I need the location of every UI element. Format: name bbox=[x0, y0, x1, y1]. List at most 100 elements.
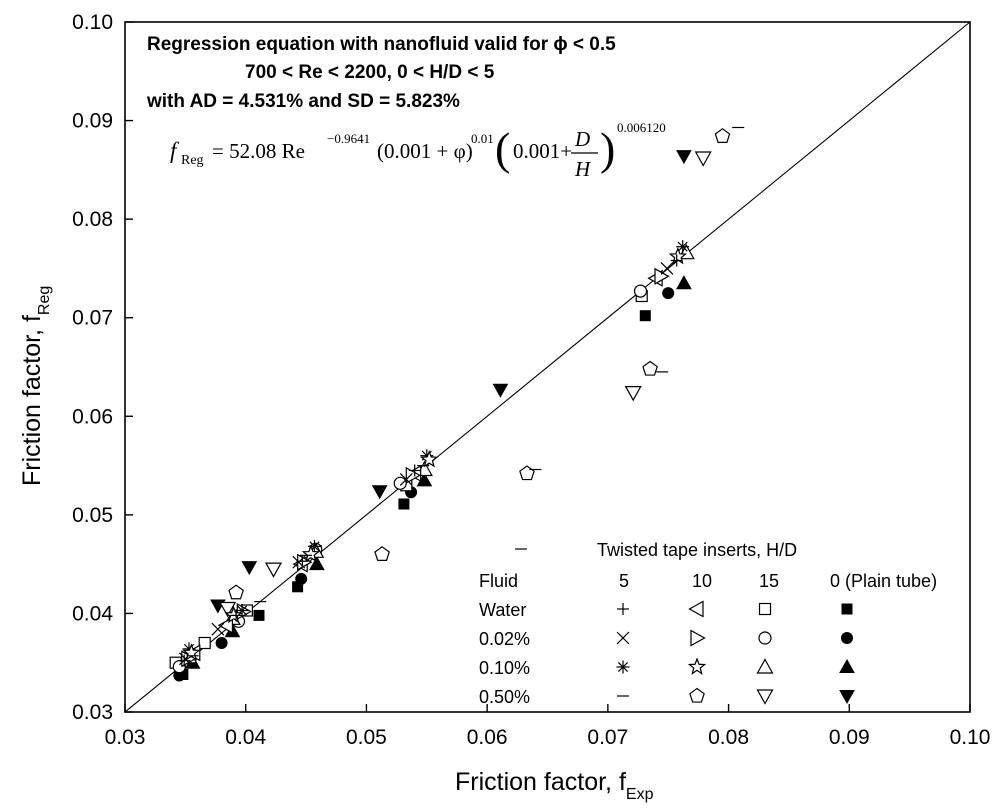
svg-text:0.001+: 0.001+ bbox=[513, 139, 572, 163]
x-tick-label: 0.08 bbox=[708, 726, 749, 749]
marker-cross bbox=[211, 622, 225, 636]
y-tick-label: 0.03 bbox=[72, 701, 113, 724]
marker-pentagon-open bbox=[714, 128, 731, 143]
annotation-line-3: with AD = 4.531% and SD = 5.823% bbox=[146, 91, 460, 112]
marker-triangle-down-open bbox=[756, 689, 774, 705]
legend-row-002: 0.02% bbox=[479, 629, 530, 649]
annotation-line-1: Regression equation with nanofluid valid… bbox=[147, 34, 616, 55]
marker-triangle-right-open bbox=[405, 466, 422, 484]
x-axis-title: Friction factor, fExp bbox=[455, 768, 654, 803]
marker-triangle-up-filled bbox=[839, 658, 855, 673]
data-points bbox=[169, 126, 745, 682]
svg-text:0.01: 0.01 bbox=[471, 131, 494, 146]
marker-star-open bbox=[687, 657, 707, 675]
x-axis-ticks: 0.03 0.04 0.05 0.06 0.07 0.08 0.09 0.10 bbox=[105, 704, 991, 749]
marker-square-open bbox=[198, 636, 211, 650]
legend: Twisted tape inserts, H/D Fluid 5 10 15 … bbox=[479, 540, 937, 707]
x-tick-label: 0.04 bbox=[225, 726, 266, 749]
legend-title: Twisted tape inserts, H/D bbox=[597, 540, 797, 560]
x-tick-label: 0.06 bbox=[467, 726, 508, 749]
x-tick-label: 0.03 bbox=[105, 726, 146, 749]
marker-square-filled bbox=[253, 609, 265, 621]
marker-plus bbox=[408, 464, 421, 477]
svg-text:0.006120: 0.006120 bbox=[617, 120, 666, 135]
x-tick-label: 0.07 bbox=[587, 726, 628, 749]
marker-triangle-up-open bbox=[756, 658, 774, 674]
svg-text:H: H bbox=[574, 157, 592, 181]
svg-text:D: D bbox=[574, 127, 590, 151]
marker-triangle-down-filled bbox=[676, 150, 692, 165]
y-tick-label: 0.04 bbox=[72, 602, 113, 625]
legend-col-0: 0 (Plain tube) bbox=[830, 571, 937, 591]
svg-text:f: f bbox=[170, 138, 180, 163]
marker-pentagon-open bbox=[374, 546, 390, 561]
marker-circle-filled bbox=[662, 287, 675, 300]
marker-pentagon-open bbox=[689, 687, 705, 703]
x-tick-label: 0.10 bbox=[950, 726, 991, 749]
marker-triangle-down-filled bbox=[839, 690, 855, 705]
marker-asterisk bbox=[616, 660, 630, 674]
y-tick-label: 0.10 bbox=[72, 11, 113, 34]
marker-star-open bbox=[224, 605, 243, 624]
marker-triangle-down-open bbox=[624, 386, 642, 402]
marker-triangle-down-open bbox=[219, 601, 237, 618]
marker-plus bbox=[296, 555, 309, 568]
svg-text:(: ( bbox=[495, 123, 510, 174]
x-tick-label: 0.05 bbox=[346, 726, 387, 749]
marker-triangle-up-filled bbox=[676, 275, 692, 290]
marker-square-filled bbox=[639, 310, 651, 322]
marker-star-open bbox=[419, 450, 439, 468]
marker-triangle-down-open bbox=[264, 562, 283, 578]
y-tick-label: 0.09 bbox=[72, 110, 113, 133]
marker-triangle-down-filled bbox=[371, 485, 388, 500]
marker-triangle-right-open bbox=[690, 629, 706, 647]
annotation-line-2: 700 < Re < 2200, 0 < H/D < 5 bbox=[245, 62, 495, 83]
marker-star-open bbox=[301, 544, 321, 563]
marker-plus bbox=[230, 609, 243, 622]
marker-pentagon-open bbox=[228, 584, 244, 600]
marker-circle-filled bbox=[841, 632, 853, 644]
marker-plus bbox=[178, 654, 191, 667]
marker-pentagon-open bbox=[642, 360, 658, 376]
legend-fluid-header: Fluid bbox=[479, 571, 518, 591]
marker-circle-filled bbox=[215, 637, 228, 649]
marker-pentagon-open bbox=[519, 465, 535, 481]
marker-plus bbox=[670, 254, 683, 267]
svg-text:): ) bbox=[600, 123, 615, 174]
marker-triangle-down-filled bbox=[241, 561, 258, 576]
x-tick-label: 0.09 bbox=[829, 726, 870, 749]
marker-triangle-right-open bbox=[654, 267, 670, 285]
y-tick-label: 0.05 bbox=[72, 504, 113, 527]
marker-asterisk bbox=[676, 240, 690, 254]
reference-line bbox=[124, 21, 971, 713]
marker-triangle-up-filled bbox=[309, 556, 325, 571]
plot-frame bbox=[124, 21, 971, 713]
svg-text:= 52.08 Re: = 52.08 Re bbox=[212, 139, 305, 163]
regression-equation: f Reg = 52.08 Re −0.9641 (0.001 + φ) 0.0… bbox=[170, 120, 666, 181]
marker-circle-open bbox=[633, 284, 648, 298]
legend-col-15: 15 bbox=[759, 571, 779, 591]
marker-cross bbox=[399, 472, 413, 486]
svg-text:Reg: Reg bbox=[181, 153, 204, 168]
y-tick-label: 0.06 bbox=[72, 405, 113, 428]
marker-cross bbox=[616, 631, 630, 645]
marker-triangle-down-filled bbox=[492, 383, 509, 398]
marker-square-filled bbox=[841, 603, 853, 615]
marker-circle-open bbox=[393, 476, 407, 490]
legend-row-water: Water bbox=[479, 600, 526, 620]
legend-symbols bbox=[515, 548, 855, 705]
legend-col-10: 10 bbox=[692, 571, 712, 591]
svg-text:(0.001 + φ): (0.001 + φ) bbox=[377, 139, 473, 163]
marker-triangle-down-open bbox=[694, 151, 712, 167]
legend-row-010: 0.10% bbox=[479, 658, 530, 678]
y-axis-ticks: 0.03 0.04 0.05 0.06 0.07 0.08 0.09 0.10 bbox=[72, 11, 133, 724]
y-tick-label: 0.08 bbox=[72, 208, 113, 231]
legend-col-5: 5 bbox=[619, 571, 629, 591]
legend-row-050: 0.50% bbox=[479, 687, 530, 707]
marker-triangle-right-open bbox=[297, 553, 313, 571]
marker-circle-open bbox=[758, 631, 772, 645]
marker-square-open bbox=[758, 602, 772, 616]
y-tick-label: 0.07 bbox=[72, 307, 113, 330]
marker-circle-filled bbox=[295, 572, 308, 585]
marker-square-filled bbox=[398, 498, 410, 510]
